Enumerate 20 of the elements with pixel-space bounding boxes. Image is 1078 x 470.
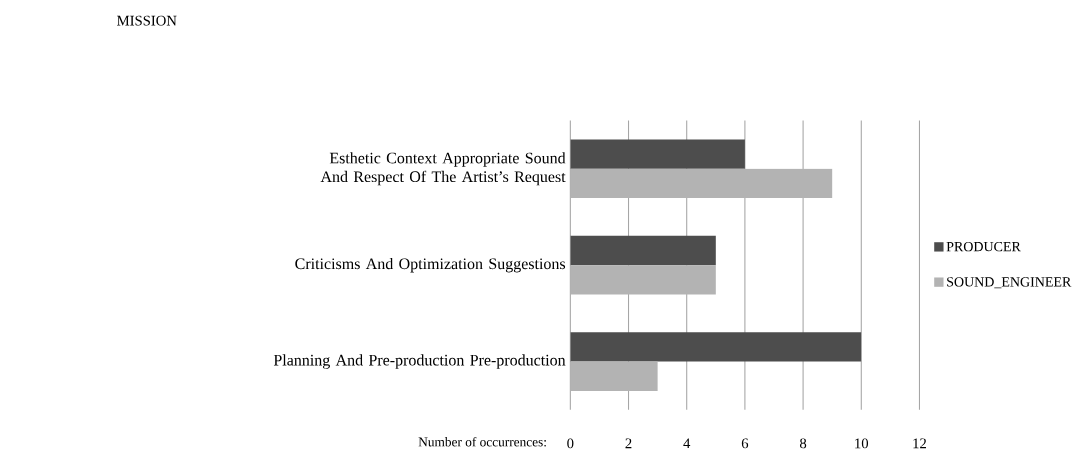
bar [570, 139, 745, 169]
bar [570, 361, 658, 392]
legend-label: PRODUCER [946, 242, 1021, 252]
x-tick-label: 10 [855, 438, 869, 449]
x-tick-label: 0 [567, 438, 574, 449]
bar [570, 236, 716, 266]
x-tick-label: 4 [683, 438, 691, 449]
text: MISSION [117, 15, 177, 26]
x-tick-label: 2 [625, 438, 632, 449]
bar [570, 168, 833, 199]
y-tick-label: Esthetic Context Appropriate Sound And Respect Of The Artist’s Request [320, 152, 566, 186]
y-tick-label: Criticisms And Optimization Suggestions [295, 258, 566, 273]
bar [570, 265, 716, 295]
bar [570, 332, 862, 362]
legend-label: SOUND_ENGINEER [947, 277, 1072, 289]
x-tick-label: 6 [741, 438, 749, 449]
x-tick-label: 12 [913, 438, 926, 449]
x-axis-title: Number of occurrences: [418, 437, 546, 447]
x-tick-label: 8 [799, 438, 807, 449]
y-tick-label: Planning And Pre-production Pre-production [273, 354, 566, 369]
